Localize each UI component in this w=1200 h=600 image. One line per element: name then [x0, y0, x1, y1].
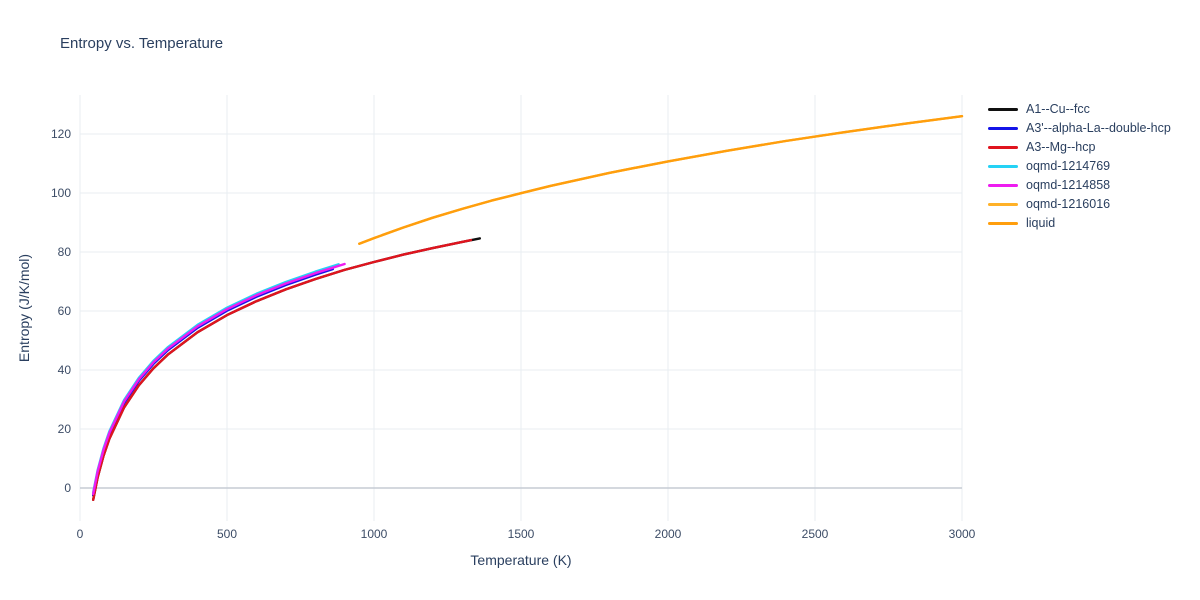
- x-tick-label-2000: 2000: [655, 527, 682, 541]
- legend-item-liquid[interactable]: liquid: [988, 217, 1171, 230]
- x-axis-label: Temperature (K): [470, 552, 572, 568]
- legend-item-oqmd-1214858[interactable]: oqmd-1214858: [988, 179, 1171, 192]
- legend-swatch: [988, 127, 1018, 130]
- y-tick-label-80: 80: [58, 245, 72, 259]
- legend-label: A3--Mg--hcp: [1026, 140, 1096, 154]
- legend-item-oqmd-1214769[interactable]: oqmd-1214769: [988, 160, 1171, 173]
- y-tick-label-20: 20: [58, 422, 72, 436]
- legend-swatch: [988, 222, 1018, 225]
- legend-item-a1-cu-fcc[interactable]: A1--Cu--fcc: [988, 103, 1171, 116]
- legend-label: liquid: [1026, 216, 1056, 230]
- legend-label: A3'--alpha-La--double-hcp: [1026, 121, 1171, 135]
- legend: A1--Cu--fcc A3'--alpha-La--double-hcp A3--…: [988, 103, 1171, 230]
- legend-item-a3-alpha-la-double-hcp[interactable]: A3'--alpha-La--double-hcp: [988, 122, 1171, 135]
- x-tick-label-2500: 2500: [802, 527, 829, 541]
- x-tick-label-500: 500: [217, 527, 237, 541]
- x-tick-label-0: 0: [77, 527, 84, 541]
- x-tick-label-3000: 3000: [949, 527, 976, 541]
- legend-label: oqmd-1216016: [1026, 197, 1111, 211]
- plot-area[interactable]: [80, 95, 962, 521]
- y-tick-label-40: 40: [58, 363, 72, 377]
- legend-label: A1--Cu--fcc: [1026, 102, 1090, 116]
- legend-item-oqmd-1216016[interactable]: oqmd-1216016: [988, 198, 1171, 211]
- legend-label: oqmd-1214858: [1026, 178, 1111, 192]
- y-tick-label-0: 0: [64, 481, 71, 495]
- y-axis-label: Entropy (J/K/mol): [16, 253, 32, 363]
- y-tick-label-100: 100: [51, 186, 71, 200]
- x-tick-label-1000: 1000: [361, 527, 388, 541]
- legend-swatch: [988, 203, 1018, 206]
- legend-label: oqmd-1214769: [1026, 159, 1111, 173]
- legend-swatch: [988, 108, 1018, 111]
- chart-title: Entropy vs. Temperature: [60, 35, 224, 52]
- series-line-a3-mg-hcp: [91, 238, 473, 501]
- series-line-liquid: [358, 114, 964, 245]
- legend-swatch: [988, 146, 1018, 149]
- legend-swatch: [988, 184, 1018, 187]
- x-tick-label-1500: 1500: [508, 527, 535, 541]
- legend-item-a3-mg-hcp[interactable]: A3--Mg--hcp: [988, 141, 1171, 154]
- y-tick-label-120: 120: [51, 127, 71, 141]
- legend-swatch: [988, 165, 1018, 168]
- y-tick-label-60: 60: [58, 304, 72, 318]
- series-line-oqmd-1214858: [91, 262, 346, 496]
